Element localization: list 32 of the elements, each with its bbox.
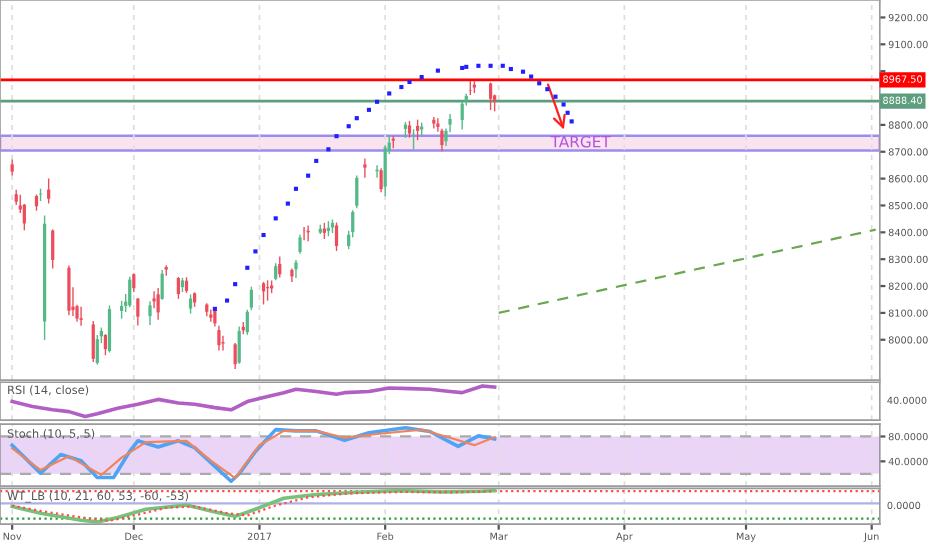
candlestick (79, 306, 83, 326)
candlestick (67, 265, 71, 316)
candlestick (278, 256, 282, 278)
candlestick (176, 277, 181, 299)
candlestick (415, 119, 420, 141)
candlestick (355, 175, 359, 209)
candlestick (249, 286, 253, 311)
candlestick (107, 305, 112, 353)
candlestick (103, 334, 108, 356)
candlestick (160, 270, 164, 300)
candlestick (290, 268, 294, 282)
candlestick (261, 281, 266, 305)
candlestick (294, 260, 298, 278)
candlestick (245, 309, 249, 335)
candlestick (51, 229, 55, 269)
candlestick (460, 101, 464, 130)
candlestick (91, 321, 95, 362)
candlestick (379, 168, 383, 193)
candlestick (363, 158, 367, 178)
candlestick (233, 343, 237, 369)
candlestick (209, 309, 213, 322)
candlestick (432, 116, 436, 129)
candlestick (265, 280, 270, 301)
candlestick (488, 82, 493, 111)
candlestick (334, 222, 339, 252)
candlestick (217, 325, 221, 351)
candlestick (136, 297, 140, 326)
candlestick (47, 178, 51, 204)
candlestick (148, 301, 152, 325)
candlestick (156, 288, 160, 320)
candlestick (237, 326, 241, 364)
candlestick (95, 335, 99, 365)
